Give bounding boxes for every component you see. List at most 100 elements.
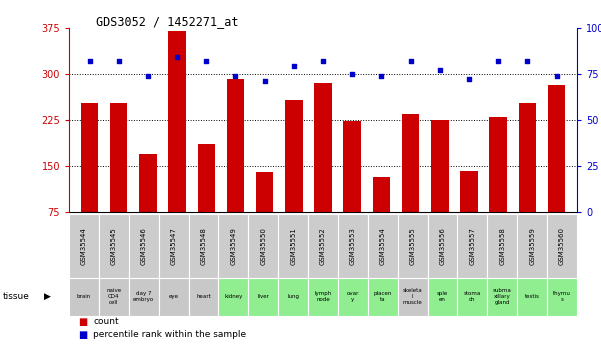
Bar [81, 103, 99, 212]
Text: kidney: kidney [224, 294, 243, 299]
Point [114, 58, 124, 63]
Text: ovar
y: ovar y [347, 291, 359, 302]
Bar [159, 214, 189, 278]
Point [347, 71, 357, 77]
Bar [398, 214, 427, 278]
Bar [129, 278, 159, 316]
Text: GSM35545: GSM35545 [111, 227, 117, 265]
Bar [139, 154, 157, 212]
Text: skeleta
l
muscle: skeleta l muscle [403, 288, 423, 305]
Point [552, 73, 561, 78]
Bar [457, 278, 487, 316]
Bar [460, 171, 478, 212]
Bar [547, 278, 577, 316]
Bar [338, 214, 368, 278]
Text: day 7
embryо: day 7 embryо [133, 291, 154, 302]
Point [85, 58, 94, 63]
Bar [519, 103, 536, 212]
Text: subma
xillary
gland: subma xillary gland [493, 288, 511, 305]
Text: eye: eye [169, 294, 178, 299]
Bar [368, 278, 398, 316]
Point [464, 77, 474, 82]
Text: GSM35558: GSM35558 [499, 227, 505, 265]
Text: percentile rank within the sample: percentile rank within the sample [93, 330, 246, 339]
Bar [368, 214, 398, 278]
Point [172, 55, 182, 60]
Bar [219, 214, 248, 278]
Bar [99, 214, 129, 278]
Text: GSM35549: GSM35549 [230, 227, 236, 265]
Text: GSM35554: GSM35554 [380, 227, 386, 265]
Text: count: count [93, 317, 119, 326]
Bar [517, 214, 547, 278]
Point [201, 58, 211, 63]
Bar [487, 278, 517, 316]
Point [522, 58, 532, 63]
Bar [548, 85, 566, 212]
Bar [489, 117, 507, 212]
Text: GSM35555: GSM35555 [410, 227, 416, 265]
Point [377, 73, 386, 78]
Text: ■: ■ [78, 317, 87, 326]
Point [406, 58, 415, 63]
Text: GSM35548: GSM35548 [201, 227, 207, 265]
Text: GSM35551: GSM35551 [290, 227, 296, 265]
Bar [227, 79, 244, 212]
Text: sple
en: sple en [437, 291, 448, 302]
Bar [338, 278, 368, 316]
Text: ■: ■ [78, 330, 87, 339]
Text: brain: brain [77, 294, 91, 299]
Point [435, 67, 445, 73]
Text: GSM35547: GSM35547 [171, 227, 177, 265]
Bar [343, 121, 361, 212]
Bar [69, 214, 99, 278]
Bar [308, 278, 338, 316]
Bar [285, 100, 303, 212]
Bar [398, 278, 427, 316]
Bar [427, 214, 457, 278]
Bar [314, 83, 332, 212]
Bar [189, 278, 219, 316]
Bar [256, 172, 273, 212]
Bar [99, 278, 129, 316]
Bar [278, 278, 308, 316]
Bar [198, 145, 215, 212]
Bar [547, 214, 577, 278]
Bar [457, 214, 487, 278]
Point [319, 58, 328, 63]
Text: liver: liver [257, 294, 269, 299]
Text: GSM35544: GSM35544 [81, 227, 87, 265]
Bar [159, 278, 189, 316]
Text: lung: lung [287, 294, 299, 299]
Point [231, 73, 240, 78]
Bar [248, 214, 278, 278]
Bar [110, 103, 127, 212]
Text: naive
CD4
cell: naive CD4 cell [106, 288, 121, 305]
Text: GSM35557: GSM35557 [469, 227, 475, 265]
Text: tissue: tissue [3, 292, 30, 301]
Bar [402, 114, 419, 212]
Bar [69, 278, 99, 316]
Bar [431, 120, 448, 212]
Text: lymph
node: lymph node [314, 291, 332, 302]
Text: GSM35552: GSM35552 [320, 227, 326, 265]
Bar [219, 278, 248, 316]
Text: GSM35556: GSM35556 [439, 227, 445, 265]
Text: ▶: ▶ [44, 292, 50, 301]
Text: placen
ta: placen ta [374, 291, 392, 302]
Bar [308, 214, 338, 278]
Text: GSM35559: GSM35559 [529, 227, 535, 265]
Point [143, 73, 153, 78]
Text: heart: heart [196, 294, 211, 299]
Point [289, 63, 299, 69]
Bar [373, 177, 390, 212]
Text: GSM35553: GSM35553 [350, 227, 356, 265]
Bar [129, 214, 159, 278]
Bar [427, 278, 457, 316]
Bar [168, 31, 186, 212]
Point [260, 78, 269, 84]
Point [493, 58, 503, 63]
Bar [517, 278, 547, 316]
Bar [278, 214, 308, 278]
Bar [189, 214, 219, 278]
